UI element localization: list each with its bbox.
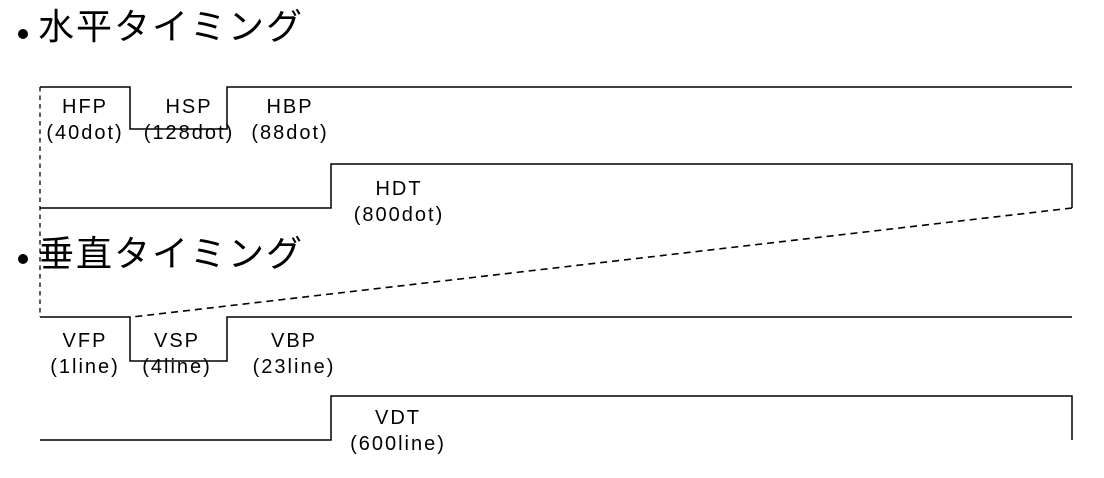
- segment-name: VDT: [374, 407, 421, 429]
- segment-label-hbp: HBP (88dot): [251, 94, 328, 146]
- segment-label-hdt: HDT (800dot): [354, 176, 445, 228]
- segment-duration: (4line): [142, 356, 212, 378]
- segment-name: HDT: [375, 178, 423, 200]
- segment-name: HFP: [62, 96, 108, 118]
- hsync-waveform: [40, 86, 1072, 130]
- segment-duration: (88dot): [251, 122, 329, 144]
- vdt-waveform: [40, 395, 1073, 441]
- segment-name: VFP: [62, 330, 108, 352]
- bullet-icon: [18, 254, 28, 264]
- vertical-timing-title: 垂直タイミング: [38, 233, 305, 274]
- segment-duration: (128dot): [143, 122, 235, 144]
- segment-duration: (600line): [350, 433, 446, 455]
- segment-label-vbp: VBP (23line): [253, 328, 336, 380]
- segment-duration: (1line): [50, 356, 120, 378]
- segment-duration: (40dot): [46, 122, 124, 144]
- horizontal-timing-title: 水平タイミング: [38, 6, 305, 47]
- diagonal-dashed-connector: [131, 207, 1073, 318]
- vsync-waveform: [40, 316, 1072, 362]
- segment-name: HSP: [165, 96, 213, 118]
- segment-name: VSP: [153, 330, 201, 352]
- segment-label-hfp: HFP (40dot): [46, 94, 123, 146]
- segment-duration: (23line): [252, 356, 336, 378]
- segment-duration: (800dot): [353, 204, 445, 226]
- bullet-icon: [18, 29, 28, 39]
- segment-label-vsp: VSP (4line): [142, 328, 212, 380]
- segment-label-hsp: HSP (128dot): [144, 94, 235, 146]
- hdt-waveform: [40, 163, 1073, 209]
- segment-name: VBP: [270, 330, 318, 352]
- segment-name: HBP: [266, 96, 314, 118]
- segment-label-vdt: VDT (600line): [350, 405, 446, 457]
- segment-label-vfp: VFP (1line): [50, 328, 120, 380]
